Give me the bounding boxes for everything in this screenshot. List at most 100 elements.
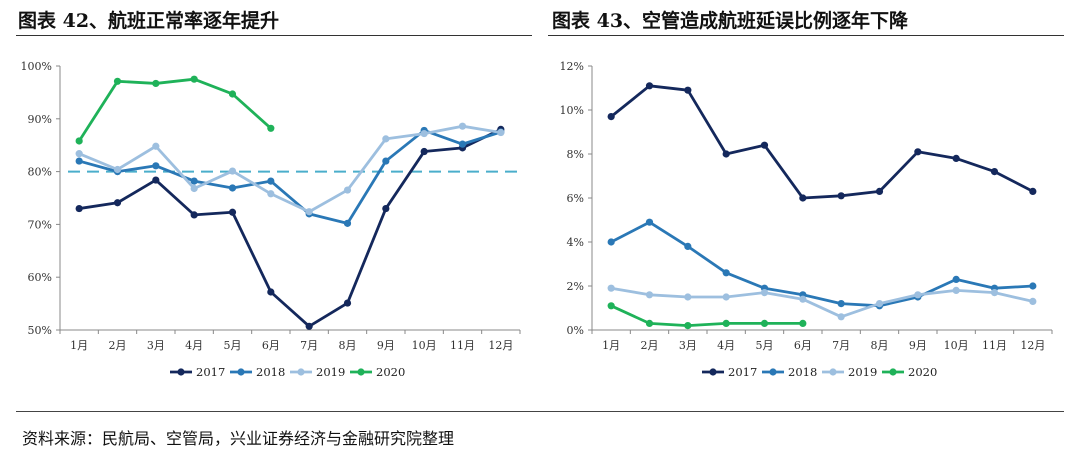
chart1-point-2018 [228, 184, 237, 192]
chart1-point-2020 [152, 79, 160, 88]
chart1-x-tick-label: 11月 [450, 339, 475, 352]
chart1-series-line-2017 [78, 128, 502, 328]
chart1-x-tick-label: 4月 [185, 339, 203, 352]
chart1-point-2020 [267, 124, 275, 132]
chart1-y-tick-label: 90% [28, 113, 52, 126]
chart1-legend-marker-2020 [357, 368, 365, 376]
chart2-point-2020 [722, 319, 730, 327]
chart2-point-2019 [952, 286, 960, 294]
chart2-point-2020 [645, 319, 654, 327]
chart2-y-tick-label: 2% [567, 280, 584, 293]
chart2-legend-marker-2018 [769, 368, 777, 376]
chart1-point-2017 [420, 147, 428, 156]
chart1-point-2019 [152, 142, 160, 150]
chart1-legend-label-2017: 2017 [196, 365, 225, 379]
chart1-point-2017 [113, 199, 122, 207]
chart2-point-2020 [607, 302, 615, 310]
chart2-x-tick-label: 9月 [909, 339, 927, 352]
chart1-x-tick-label: 5月 [224, 339, 242, 352]
chart2-series-line-2018 [610, 220, 1033, 308]
chart1-legend-label-2020: 2020 [376, 365, 405, 379]
chart1-point-2019 [458, 122, 467, 130]
chart1-series-line-2019 [78, 124, 502, 214]
chart1-point-2017 [382, 204, 390, 213]
chart2-point-2017 [952, 154, 960, 162]
chart2-point-2018 [952, 275, 960, 283]
left-title-rule [16, 35, 532, 36]
chart2-y-tick-label: 4% [567, 236, 584, 249]
chart1-legend-marker-2018 [237, 368, 245, 376]
chart2-legend-marker-2017 [709, 368, 717, 376]
chart2-point-2017 [1029, 187, 1037, 195]
chart2-legend-marker-2019 [829, 368, 837, 376]
chart2-point-2018 [607, 238, 615, 246]
chart2-series-line-2019 [610, 286, 1034, 319]
chart2-point-2019 [914, 291, 922, 299]
chart1-x-tick-label: 7月 [300, 339, 318, 352]
chart2-point-2019 [990, 289, 999, 297]
chart1-legend-item-2018: 2018 [230, 365, 285, 379]
chart2-point-2018 [722, 269, 730, 277]
chart1-y-tick-label: 80% [28, 166, 52, 179]
chart2-point-2018 [837, 300, 845, 308]
chart2-legend-item-2019: 2019 [822, 365, 877, 379]
chart1-legend-label-2019: 2019 [316, 365, 345, 379]
chart2-legend-label-2019: 2019 [848, 365, 877, 379]
chart1-x-tick-label: 10月 [412, 339, 437, 352]
chart2-x-tick-label: 11月 [982, 339, 1007, 352]
chart2-legend-label-2017: 2017 [728, 365, 757, 379]
chart2-point-2017 [875, 187, 884, 195]
chart1-y-tick-label: 60% [28, 271, 52, 284]
chart1-point-2018 [190, 177, 198, 185]
right-title-rule [548, 35, 1064, 36]
chart1-point-2017 [190, 211, 198, 219]
chart1-point-2017 [75, 204, 83, 213]
chart2-point-2017 [799, 194, 807, 202]
right-chart-title: 图表 43、空管造成航班延误比例逐年下降 [552, 10, 909, 32]
chart2-point-2017 [645, 82, 654, 90]
chart1-point-2019 [267, 190, 275, 198]
chart2-y-tick-label: 6% [567, 192, 584, 205]
chart1-point-2018 [343, 219, 352, 227]
source-note: 资料来源：民航局、空管局，兴业证券经济与金融研究院整理 [22, 429, 455, 448]
chart1-point-2019 [75, 150, 83, 158]
footer-rule [16, 411, 1064, 412]
chart2-x-tick-label: 12月 [1020, 339, 1045, 352]
chart1-point-2018 [152, 162, 160, 170]
chart1-point-2020 [75, 137, 83, 145]
chart2-x-tick-label: 10月 [944, 339, 969, 352]
chart2-point-2020 [799, 319, 807, 327]
chart2-point-2019 [875, 300, 884, 308]
chart2-series-line-2020 [610, 304, 803, 328]
chart2-y-tick-label: 0% [567, 324, 584, 337]
chart2-point-2017 [684, 86, 692, 94]
chart1-point-2018 [267, 177, 275, 185]
chart2-legend-item-2017: 2017 [702, 365, 757, 379]
chart1-legend-label-2018: 2018 [256, 365, 285, 379]
chart1-point-2019 [190, 184, 198, 193]
chart1-x-tick-label: 8月 [339, 339, 357, 352]
chart2-point-2019 [607, 284, 615, 292]
chart1-point-2018 [382, 157, 390, 165]
chart1-point-2017 [228, 208, 237, 216]
chart2-y-tick-label: 10% [560, 104, 584, 117]
chart2-series-line-2017 [610, 84, 1034, 200]
chart1-legend-item-2017: 2017 [170, 365, 225, 379]
chart1-legend-marker-2017 [177, 368, 185, 376]
chart1-point-2019 [113, 165, 122, 174]
chart2-legend-marker-2020 [889, 368, 897, 376]
chart2-x-tick-label: 2月 [641, 339, 659, 352]
chart2-point-2020 [684, 322, 692, 330]
chart2-point-2017 [607, 113, 615, 121]
chart2-legend-item-2018: 2018 [762, 365, 817, 379]
chart2-x-tick-label: 5月 [756, 339, 774, 352]
chart1-point-2017 [343, 299, 352, 307]
chart2-x-tick-label: 7月 [832, 339, 850, 352]
chart1-point-2020 [228, 90, 237, 98]
chart1-point-2018 [75, 157, 83, 165]
chart2-y-tick-label: 8% [567, 148, 584, 161]
chart2-point-2018 [684, 242, 692, 250]
chart1-x-tick-label: 6月 [262, 339, 280, 352]
chart2-point-2019 [760, 289, 769, 297]
chart1-point-2018 [458, 140, 467, 148]
